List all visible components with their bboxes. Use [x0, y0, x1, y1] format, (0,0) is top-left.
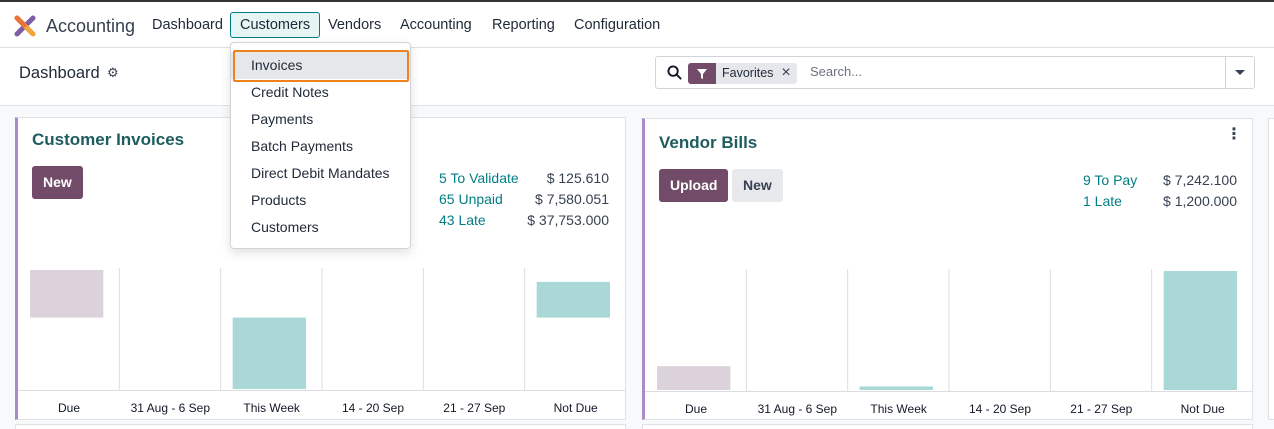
stat-unpaid-amount: $ 7,580.051: [535, 191, 609, 207]
search-bar: Favorites ×: [655, 56, 1255, 89]
search-icon: [667, 65, 682, 80]
vendor-bills-x-label: Due: [684, 402, 707, 416]
stat-vendor-late[interactable]: 1 Late: [1083, 193, 1122, 209]
kebab-menu-icon[interactable]: ⋮: [1226, 126, 1242, 143]
stat-to-validate[interactable]: 5 To Validate: [439, 170, 519, 186]
next-card-edge-right: [642, 424, 1253, 429]
search-options-toggle[interactable]: [1225, 57, 1254, 88]
customer-invoices-x-label: This Week: [243, 401, 300, 415]
vendor-bills-x-label: Not Due: [1180, 402, 1225, 416]
customer-invoices-x-label: 31 Aug - 6 Sep: [130, 401, 211, 415]
vendor-bills-title[interactable]: Vendor Bills: [659, 133, 758, 152]
menu-item-credit-notes[interactable]: Credit Notes: [251, 84, 329, 100]
nav-accounting[interactable]: Accounting: [400, 17, 472, 33]
menu-item-products[interactable]: Products: [251, 192, 307, 208]
customer-invoices-x-label: 14 - 20 Sep: [341, 401, 405, 415]
odoo-accounting-logo-icon[interactable]: [14, 15, 36, 37]
nav-customers[interactable]: Customers: [230, 12, 321, 38]
customer-invoices-x-label: 21 - 27 Sep: [443, 401, 506, 415]
vendor-bills-bar-due[interactable]: [657, 366, 731, 390]
breadcrumb: Dashboard: [19, 64, 100, 82]
app-name[interactable]: Accounting: [46, 16, 136, 36]
customer-invoices-graph[interactable]: [18, 268, 626, 391]
vendor-bills-graph[interactable]: [645, 269, 1253, 392]
customer-invoices-title[interactable]: Customer Invoices: [32, 130, 185, 149]
customer-invoices-bar-this-week[interactable]: [232, 317, 306, 389]
vendor-bills-x-label: 31 Aug - 6 Sep: [757, 402, 838, 416]
nav-dashboard[interactable]: Dashboard: [152, 17, 223, 33]
vendor-bills-bar-this-week[interactable]: [859, 386, 933, 390]
search-input[interactable]: [810, 64, 1210, 79]
nav-reporting[interactable]: Reporting: [492, 17, 555, 33]
nav-vendors[interactable]: Vendors: [328, 17, 382, 33]
customers-dropdown-menu: Invoices Credit Notes Payments Batch Pay…: [230, 42, 411, 249]
facet-remove-icon[interactable]: ×: [781, 64, 791, 81]
stat-to-pay[interactable]: 9 To Pay: [1083, 172, 1138, 188]
gear-icon[interactable]: ⚙: [107, 65, 119, 80]
menu-item-invoices[interactable]: Invoices: [231, 52, 410, 79]
menu-item-payments[interactable]: Payments: [251, 111, 314, 127]
customer-invoices-new-button[interactable]: New: [32, 166, 83, 199]
vendor-bills-x-label: This Week: [870, 402, 927, 416]
stat-to-pay-amount: $ 7,242.100: [1163, 172, 1237, 188]
vendor-bills-x-label: 21 - 27 Sep: [1070, 402, 1133, 416]
facet-label: Favorites: [722, 66, 774, 80]
main-navbar: Accounting Dashboard Customers Vendors A…: [0, 0, 1274, 48]
vendor-bills-card: Vendor Bills ⋮ Upload New 9 To Pay $ 7,2…: [642, 118, 1253, 420]
vendor-bills-bar-not-due[interactable]: [1163, 271, 1237, 390]
filter-icon: [688, 63, 716, 84]
menu-item-batch-payments[interactable]: Batch Payments: [251, 138, 353, 154]
next-card-edge-left: [15, 424, 626, 429]
control-panel: Dashboard ⚙ Favorites ×: [0, 48, 1274, 106]
next-journal-card-edge: [1268, 118, 1274, 420]
vendor-bills-new-button[interactable]: New: [732, 169, 783, 202]
stat-late-amount: $ 37,753.000: [527, 212, 609, 228]
customer-invoices-x-label: Due: [57, 401, 80, 415]
stat-to-validate-amount: $ 125.610: [546, 170, 609, 186]
stat-unpaid[interactable]: 65 Unpaid: [439, 191, 503, 207]
stat-late[interactable]: 43 Late: [439, 212, 486, 228]
nav-configuration[interactable]: Configuration: [574, 17, 661, 33]
customer-invoices-bar-due[interactable]: [30, 270, 104, 318]
customer-invoices-x-label: Not Due: [553, 401, 598, 415]
stat-vendor-late-amount: $ 1,200.000: [1163, 193, 1237, 209]
menu-item-direct-debit-mandates[interactable]: Direct Debit Mandates: [251, 165, 390, 181]
customer-invoices-bar-not-due[interactable]: [536, 281, 610, 318]
vendor-bills-upload-button[interactable]: Upload: [659, 169, 729, 202]
vendor-bills-x-label: 14 - 20 Sep: [968, 402, 1032, 416]
menu-item-customers[interactable]: Customers: [251, 219, 319, 235]
search-facet-favorites: Favorites ×: [688, 63, 797, 84]
